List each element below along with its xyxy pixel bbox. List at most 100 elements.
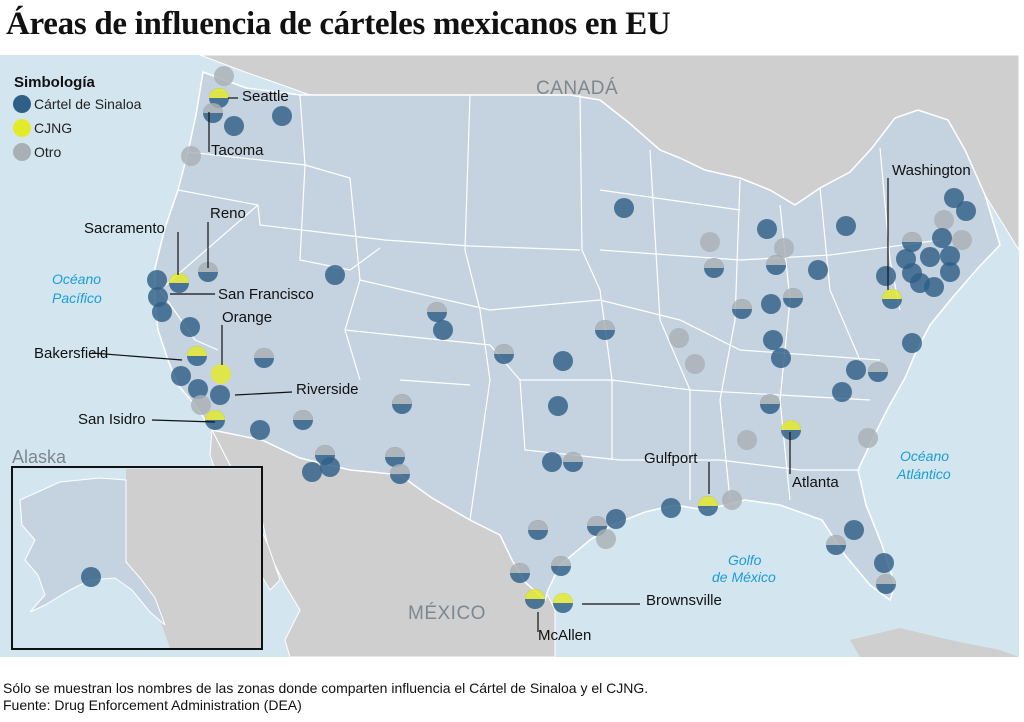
- marker-sinaloa-otro: [392, 394, 412, 414]
- marker-half: [704, 258, 724, 268]
- marker-half: [205, 410, 225, 420]
- marker-circle: [940, 246, 960, 266]
- marker-half: [698, 496, 718, 506]
- city-label-atlanta: Atlanta: [792, 474, 839, 491]
- marker-sinaloa: [846, 360, 866, 380]
- marker-circle: [832, 382, 852, 402]
- legend-swatch-sinaloa: [13, 95, 31, 113]
- marker-sinaloa-otro: [427, 302, 447, 322]
- marker-half: [563, 452, 583, 462]
- marker-sinaloa: [553, 351, 573, 371]
- marker-sinaloa: [606, 509, 626, 529]
- marker-circle: [956, 201, 976, 221]
- marker-circle: [761, 294, 781, 314]
- marker-sinaloa: [761, 294, 781, 314]
- marker-circle: [771, 348, 791, 368]
- marker-sinaloa-otro: [766, 255, 786, 275]
- marker-circle: [940, 262, 960, 282]
- marker-half: [203, 103, 223, 113]
- marker-half: [315, 445, 335, 455]
- marker-circle: [763, 330, 783, 350]
- marker-half: [587, 516, 607, 526]
- marker-circle: [924, 277, 944, 297]
- marker-sinaloa: [661, 498, 681, 518]
- marker-sinaloa: [148, 287, 168, 307]
- marker-otro: [722, 490, 742, 510]
- marker-circle: [433, 320, 453, 340]
- marker-half: [826, 535, 846, 545]
- marker-circle: [302, 462, 322, 482]
- marker-circle: [808, 260, 828, 280]
- marker-sinaloa: [433, 320, 453, 340]
- marker-sinaloa-cjng: [553, 593, 573, 613]
- marker-half: [385, 447, 405, 457]
- city-label-san-francisco: San Francisco: [218, 286, 314, 303]
- marker-sinaloa-cjng: [882, 289, 902, 309]
- marker-sinaloa: [932, 228, 952, 248]
- marker-sinaloa-otro: [254, 348, 274, 368]
- city-label-tacoma: Tacoma: [211, 142, 264, 159]
- marker-circle: [606, 509, 626, 529]
- marker-circle: [320, 457, 340, 477]
- marker-sinaloa: [924, 277, 944, 297]
- marker-half: [427, 302, 447, 312]
- marker-sinaloa-otro: [902, 232, 922, 252]
- marker-circle: [325, 265, 345, 285]
- marker-sinaloa-cjng: [781, 420, 801, 440]
- marker-sinaloa: [81, 567, 101, 587]
- marker-sinaloa: [171, 366, 191, 386]
- leader-lines: [91, 97, 889, 632]
- marker-otro: [685, 354, 705, 374]
- marker-otro: [596, 529, 616, 549]
- marker-sinaloa: [902, 333, 922, 353]
- marker-otro: [181, 146, 201, 166]
- marker-otro: [934, 210, 954, 230]
- ocean-label-gulf-2: de México: [712, 569, 776, 585]
- marker-sinaloa-cjng: [698, 496, 718, 516]
- marker-otro: [858, 428, 878, 448]
- marker-otro: [952, 230, 972, 250]
- ocean-label-atlantic-1: Océano: [900, 448, 949, 464]
- ocean-label-pacific-1: Océano: [52, 271, 101, 287]
- marker-circle: [700, 232, 720, 252]
- marker-circle: [214, 66, 234, 86]
- city-label-riverside: Riverside: [296, 381, 359, 398]
- marker-sinaloa-otro: [732, 299, 752, 319]
- region-label-alaska: Alaska: [12, 447, 67, 467]
- marker-sinaloa-cjng: [187, 346, 207, 366]
- marker-sinaloa-otro: [528, 520, 548, 540]
- legend-label-otro: Otro: [34, 144, 61, 160]
- marker-circle: [548, 396, 568, 416]
- marker-circle: [836, 216, 856, 236]
- marker-sinaloa-otro: [203, 103, 223, 123]
- marker-cjng: [211, 364, 231, 384]
- city-label-orange: Orange: [222, 309, 272, 326]
- marker-half: [876, 574, 896, 584]
- marker-circle: [902, 333, 922, 353]
- marker-sinaloa: [844, 520, 864, 540]
- marker-sinaloa: [320, 457, 340, 477]
- marker-sinaloa: [548, 396, 568, 416]
- marker-circle: [596, 529, 616, 549]
- marker-otro: [774, 238, 794, 258]
- marker-circle: [210, 385, 230, 405]
- marker-circle: [211, 364, 231, 384]
- marker-sinaloa-otro: [390, 464, 410, 484]
- marker-sinaloa: [763, 330, 783, 350]
- marker-sinaloa: [757, 219, 777, 239]
- marker-sinaloa: [272, 106, 292, 126]
- marker-circle: [737, 430, 757, 450]
- city-label-gulfport: Gulfport: [644, 450, 698, 467]
- marker-sinaloa: [876, 266, 896, 286]
- marker-sinaloa-otro: [595, 320, 615, 340]
- marker-circle: [661, 498, 681, 518]
- marker-sinaloa-otro: [868, 362, 888, 382]
- marker-sinaloa: [836, 216, 856, 236]
- marker-half: [169, 273, 189, 283]
- marker-sinaloa-cjng: [169, 273, 189, 293]
- marker-half: [766, 255, 786, 265]
- state-borders: [159, 94, 941, 521]
- legend-label-sinaloa: Cártel de Sinaloa: [34, 96, 142, 112]
- map-title: Áreas de influencia de cárteles mexicano…: [6, 6, 671, 42]
- ocean-label-pacific-2: Pacífico: [52, 290, 102, 306]
